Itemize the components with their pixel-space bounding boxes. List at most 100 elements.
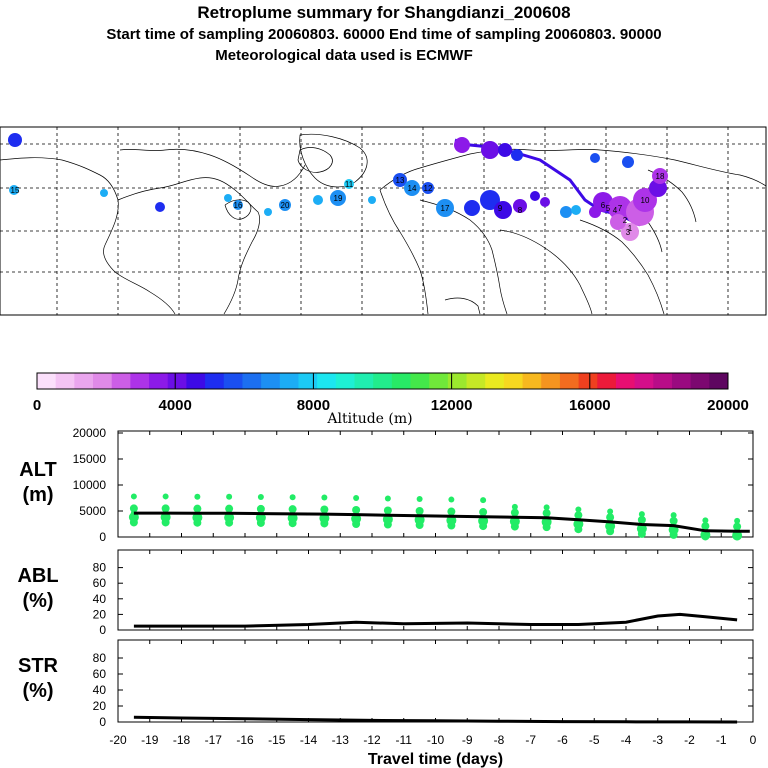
map-cluster-dot [279, 199, 291, 211]
y-tick-label: 40 [93, 592, 107, 606]
altitude-scatter-point [255, 512, 266, 523]
altitude-scatter-point [225, 504, 234, 513]
y-tick-label: 0 [99, 530, 106, 544]
map-cluster-dot [513, 199, 527, 213]
map-cluster-dot [589, 206, 601, 218]
x-tick-label: -7 [525, 733, 536, 747]
altitude-scatter-point [446, 515, 457, 526]
y-tick-label: 15000 [73, 452, 107, 466]
map-day-label: 19 [334, 194, 343, 203]
colorbar-swatch [466, 373, 486, 389]
colorbar-swatch [634, 373, 654, 389]
altitude-scatter-point [383, 506, 392, 515]
y-tick-label: 0 [99, 715, 106, 729]
x-tick-label: -14 [300, 733, 318, 747]
colorbar-swatch [335, 373, 355, 389]
series-line-str [133, 715, 738, 724]
altitude-scatter-point [194, 493, 201, 500]
panel-ylabel-top: STR [18, 655, 59, 677]
colorbar-swatch [111, 373, 131, 389]
map-day-label: 12 [424, 184, 433, 193]
altitude-scatter-point [734, 517, 741, 524]
colorbar-swatch [522, 373, 542, 389]
colorbar-swatch [597, 373, 617, 389]
series-line-abl [133, 612, 738, 628]
meteo-data-line: Meteorological data used is ECMWF [215, 47, 473, 64]
altitude-scatter-point [287, 513, 298, 524]
map-cluster-dot [344, 179, 354, 189]
colorbar-swatch [578, 373, 598, 389]
panel-alt: ALT (m) 20000 15000 10000 5000 0 [19, 426, 754, 544]
x-tick-label: -9 [462, 733, 473, 747]
y-tick-label: 60 [93, 576, 107, 590]
altitude-scatter-point [226, 493, 233, 500]
altitude-colorbar: 0 4000 8000 12000 16000 20000 [33, 372, 749, 414]
map-cluster-dot [652, 168, 668, 184]
map-day-label: 5 [606, 204, 611, 213]
map-cluster-dot [393, 173, 407, 187]
altitude-scatter-point [669, 516, 678, 525]
altitude-scatter-point [478, 515, 489, 526]
altitude-scatter-point [320, 505, 329, 514]
colorbar-tick-label: 16000 [569, 397, 611, 414]
altitude-scatter-point [732, 530, 743, 541]
map-day-label: 18 [656, 172, 665, 181]
map-cluster-dot [480, 190, 500, 210]
map-cluster-dot [330, 190, 346, 206]
colorbar-swatch [391, 373, 412, 389]
altitude-scatter-point [321, 494, 328, 501]
map-gridlines [0, 127, 766, 315]
x-tick-label: -11 [396, 733, 413, 747]
map-day-label: 20 [281, 201, 290, 210]
altitude-scatter-point [128, 512, 139, 523]
colorbar-swatch [709, 373, 729, 389]
panel-ylabel-top: ALT [19, 459, 56, 481]
sampling-time-line: Start time of sampling 20060803. 60000 E… [106, 26, 662, 43]
colorbar-swatch [447, 373, 468, 389]
x-tick-label: -12 [363, 733, 381, 747]
altitude-scatter-point [257, 493, 264, 500]
panel-ylabel-bottom: (%) [22, 590, 53, 612]
colorbar-swatch [559, 373, 580, 389]
altitude-scatter-point [162, 493, 169, 500]
map-day-label: 16 [234, 201, 243, 210]
map-cluster-dot [233, 200, 243, 210]
altitude-scatter-point [700, 529, 711, 540]
y-tick-label: 80 [93, 651, 107, 665]
map-cluster-dot [454, 137, 470, 153]
colorbar-tick-label: 4000 [159, 397, 192, 414]
altitude-scatter-point [510, 508, 519, 517]
altitude-scatter-point [319, 513, 330, 524]
altitude-scatter-point [289, 494, 296, 501]
altitude-scatter-point [701, 522, 710, 531]
map-cluster-dot [610, 214, 626, 230]
colorbar-swatch [242, 373, 262, 389]
map-day-label: 17 [441, 204, 450, 213]
map-cluster-dot [633, 188, 657, 212]
map-day-label: 10 [641, 196, 650, 205]
map-cluster-dot [481, 141, 499, 159]
y-tick-label: 20000 [73, 426, 107, 440]
altitude-scatter-point [607, 508, 614, 515]
panel-frame [117, 430, 754, 538]
map-day-label: 2 [623, 216, 628, 225]
altitude-scatter-point [509, 516, 520, 527]
map-cluster-dot [494, 201, 512, 219]
y-tick-label: 5000 [79, 504, 106, 518]
map-cluster-dot [9, 185, 19, 195]
colorbar-swatch [615, 373, 636, 389]
x-tick-label: -13 [332, 733, 350, 747]
colorbar-swatch [671, 373, 692, 389]
altitude-scatter-point [224, 512, 235, 523]
x-tick-label: -3 [652, 733, 663, 747]
y-tick-label: 80 [93, 561, 107, 575]
altitude-scatter-point [193, 504, 202, 513]
x-tick-label: -16 [236, 733, 254, 747]
altitude-scatter-point [479, 508, 488, 517]
map-cluster-dot [622, 156, 634, 168]
colorbar-swatch [93, 373, 113, 389]
map-cluster-dot [100, 189, 108, 197]
map-day-label: 14 [408, 184, 417, 193]
